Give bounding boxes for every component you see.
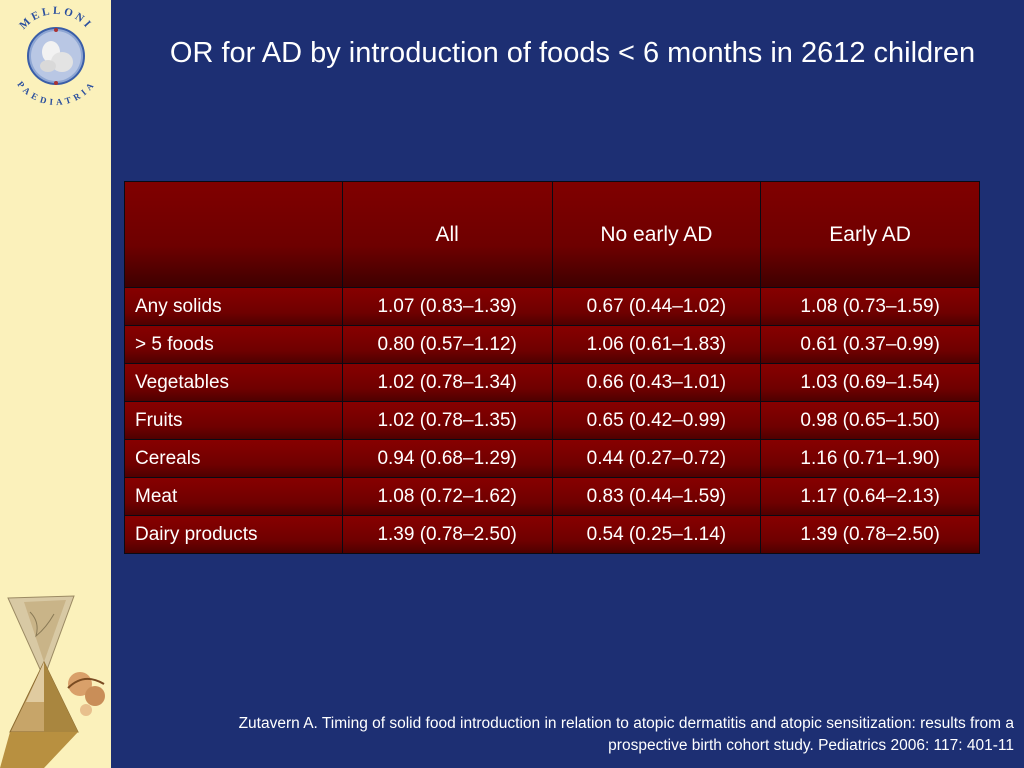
sidebar-panel: MELLONI PAEDIATRIA	[0, 0, 111, 768]
table-row: Cereals 0.94 (0.68–1.29) 0.44 (0.27–0.72…	[124, 439, 980, 478]
header-cell-all: All	[341, 181, 553, 288]
cell-no-early-ad: 0.83 (0.44–1.59)	[551, 477, 762, 516]
pyramid-ornament-illustration	[0, 595, 105, 768]
row-label: Vegetables	[124, 363, 343, 402]
melloni-paediatria-logo: MELLONI PAEDIATRIA	[15, 5, 94, 106]
cell-early-ad: 1.08 (0.73–1.59)	[760, 287, 980, 326]
cell-early-ad: 1.39 (0.78–2.50)	[760, 515, 980, 554]
cell-all: 0.94 (0.68–1.29)	[341, 439, 553, 478]
row-label: Cereals	[124, 439, 343, 478]
cell-no-early-ad: 1.06 (0.61–1.83)	[551, 325, 762, 364]
cell-all: 1.39 (0.78–2.50)	[341, 515, 553, 554]
cell-early-ad: 1.03 (0.69–1.54)	[760, 363, 980, 402]
row-label: Dairy products	[124, 515, 343, 554]
cell-early-ad: 1.17 (0.64–2.13)	[760, 477, 980, 516]
table-row: > 5 foods 0.80 (0.57–1.12) 1.06 (0.61–1.…	[124, 325, 980, 364]
row-label: Any solids	[124, 287, 343, 326]
table-row: Fruits 1.02 (0.78–1.35) 0.65 (0.42–0.99)…	[124, 401, 980, 440]
table-header-row: All No early AD Early AD	[124, 181, 980, 288]
header-cell-early-ad: Early AD	[760, 181, 980, 288]
cell-all: 1.08 (0.72–1.62)	[341, 477, 553, 516]
header-cell-empty	[124, 181, 343, 288]
cell-early-ad: 1.16 (0.71–1.90)	[760, 439, 980, 478]
slide-title: OR for AD by introduction of foods < 6 m…	[169, 37, 976, 69]
table-row: Meat 1.08 (0.72–1.62) 0.83 (0.44–1.59) 1…	[124, 477, 980, 516]
header-cell-no-early-ad: No early AD	[551, 181, 762, 288]
citation-text: Zutavern A. Timing of solid food introdu…	[238, 715, 1014, 754]
table-row: Vegetables 1.02 (0.78–1.34) 0.66 (0.43–1…	[124, 363, 980, 402]
cell-no-early-ad: 0.44 (0.27–0.72)	[551, 439, 762, 478]
odds-ratio-table: All No early AD Early AD Any solids 1.07…	[124, 181, 980, 554]
cell-all: 1.07 (0.83–1.39)	[341, 287, 553, 326]
row-label: Fruits	[124, 401, 343, 440]
cell-no-early-ad: 0.54 (0.25–1.14)	[551, 515, 762, 554]
cell-early-ad: 0.61 (0.37–0.99)	[760, 325, 980, 364]
cell-no-early-ad: 0.66 (0.43–1.01)	[551, 363, 762, 402]
cell-no-early-ad: 0.65 (0.42–0.99)	[551, 401, 762, 440]
table-row: Dairy products 1.39 (0.78–2.50) 0.54 (0.…	[124, 515, 980, 554]
cell-all: 0.80 (0.57–1.12)	[341, 325, 553, 364]
cell-no-early-ad: 0.67 (0.44–1.02)	[551, 287, 762, 326]
cell-all: 1.02 (0.78–1.34)	[341, 363, 553, 402]
row-label: Meat	[124, 477, 343, 516]
cell-all: 1.02 (0.78–1.35)	[341, 401, 553, 440]
row-label: > 5 foods	[124, 325, 343, 364]
cell-early-ad: 0.98 (0.65–1.50)	[760, 401, 980, 440]
table-row: Any solids 1.07 (0.83–1.39) 0.67 (0.44–1…	[124, 287, 980, 326]
